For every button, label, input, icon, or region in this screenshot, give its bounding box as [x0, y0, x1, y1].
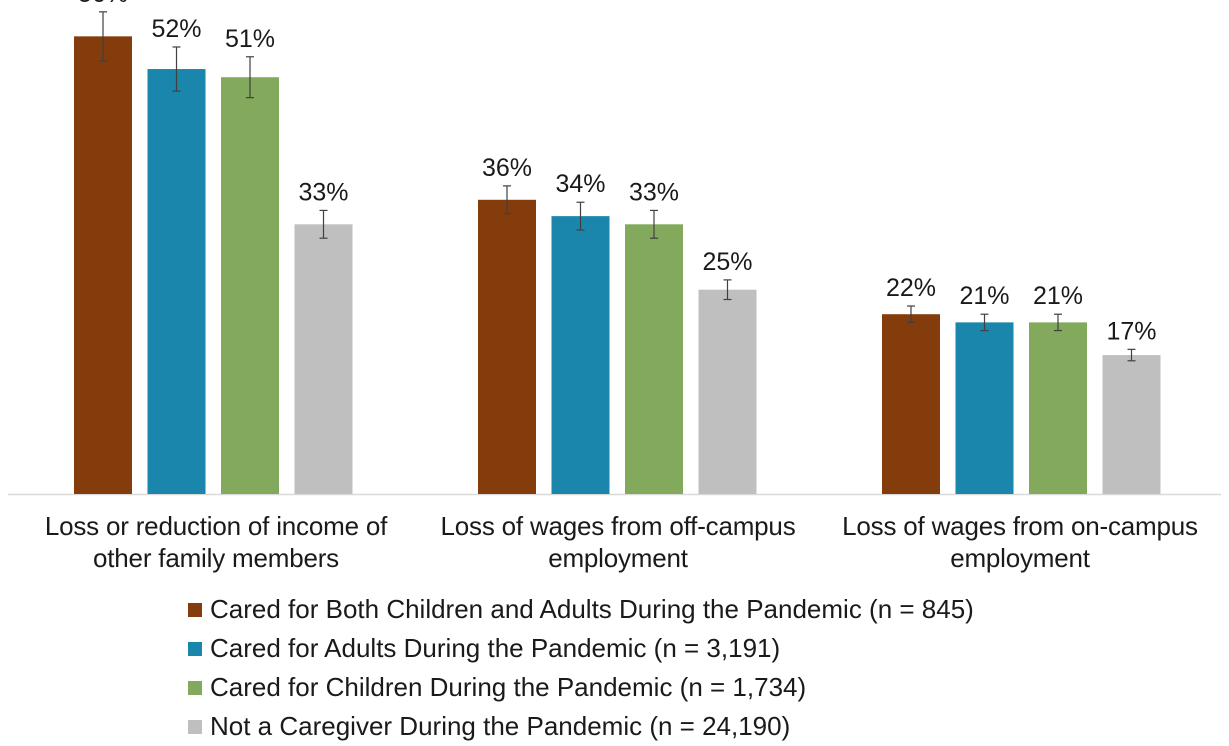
data-label-off-campus-children: 33% — [629, 178, 679, 206]
data-label-family-income-adults: 52% — [151, 15, 201, 43]
bar-family-income-children — [221, 77, 279, 494]
data-label-on-campus-not-caregiver: 17% — [1106, 317, 1156, 345]
bar-off-campus-both — [478, 199, 536, 495]
data-label-off-campus-adults: 34% — [555, 170, 605, 198]
bar-family-income-not-caregiver — [294, 224, 353, 494]
legend-item-children: Cared for Children During the Pandemic (… — [188, 668, 974, 707]
bar-off-campus-adults — [551, 216, 610, 494]
legend-swatch-both — [188, 602, 202, 617]
category-label-off-campus: Loss of wages from off-campus employment — [440, 511, 796, 573]
data-label-on-campus-children: 21% — [1033, 282, 1083, 310]
category-label-on-campus: Loss of wages from on-campus employment — [842, 511, 1198, 573]
legend-swatch-adults — [188, 641, 202, 656]
bar-off-campus-not-caregiver — [698, 289, 757, 494]
bar-family-income-both — [74, 36, 132, 495]
bar-on-campus-adults — [955, 322, 1014, 494]
data-label-off-campus-not-caregiver: 25% — [702, 248, 752, 276]
legend: Cared for Both Children and Adults Durin… — [188, 590, 974, 746]
bar-on-campus-children — [1029, 322, 1087, 494]
bar-off-campus-children — [625, 224, 683, 494]
legend-label-adults: Cared for Adults During the Pandemic (n … — [210, 633, 781, 663]
legend-label-not-caregiver: Not a Caregiver During the Pandemic (n =… — [210, 711, 791, 741]
data-label-family-income-both: 56% — [78, 0, 128, 8]
data-label-family-income-not-caregiver: 33% — [298, 178, 348, 206]
bar-chart: 56% 52% 51% 33% 36% 34% 33% 25% 22% 21% 21% 17% — [8, 0, 1221, 496]
legend-swatch-not-caregiver — [188, 719, 202, 734]
legend-item-not-caregiver: Not a Caregiver During the Pandemic (n =… — [188, 707, 974, 746]
data-label-family-income-children: 51% — [225, 25, 275, 53]
legend-item-adults: Cared for Adults During the Pandemic (n … — [188, 629, 974, 668]
data-label-off-campus-both: 36% — [482, 154, 532, 182]
data-label-on-campus-both: 22% — [886, 274, 936, 302]
bar-family-income-adults — [147, 69, 206, 494]
category-label-family-income: Loss or reduction of income of other fam… — [44, 511, 388, 573]
data-label-on-campus-adults: 21% — [959, 282, 1009, 310]
legend-swatch-children — [188, 680, 202, 695]
legend-label-children: Cared for Children During the Pandemic (… — [210, 672, 807, 702]
legend-label-both: Cared for Both Children and Adults Durin… — [210, 594, 974, 624]
legend-item-both: Cared for Both Children and Adults Durin… — [188, 590, 974, 629]
bar-on-campus-both — [882, 314, 940, 494]
bar-on-campus-not-caregiver — [1102, 355, 1161, 494]
